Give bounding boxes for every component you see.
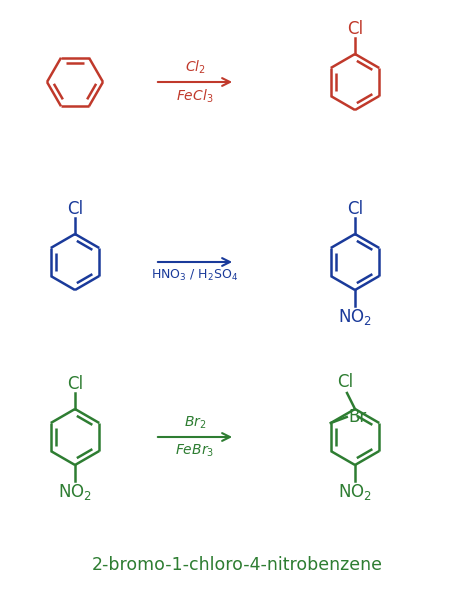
Text: Br: Br <box>349 408 367 426</box>
Text: Cl$_2$: Cl$_2$ <box>184 59 205 76</box>
Text: Cl: Cl <box>347 200 363 218</box>
Text: NO$_2$: NO$_2$ <box>58 482 92 502</box>
Text: NO$_2$: NO$_2$ <box>338 482 372 502</box>
Text: HNO$_3$ / H$_2$SO$_4$: HNO$_3$ / H$_2$SO$_4$ <box>152 268 238 283</box>
Text: Cl: Cl <box>337 373 353 391</box>
Text: Cl: Cl <box>347 20 363 38</box>
Text: Cl: Cl <box>67 200 83 218</box>
Text: 2-bromo-1-chloro-4-nitrobenzene: 2-bromo-1-chloro-4-nitrobenzene <box>91 556 383 574</box>
Text: Cl: Cl <box>67 375 83 393</box>
Text: FeBr$_3$: FeBr$_3$ <box>175 443 215 459</box>
Text: Br$_2$: Br$_2$ <box>184 414 206 431</box>
Text: NO$_2$: NO$_2$ <box>338 307 372 327</box>
Text: FeCl$_3$: FeCl$_3$ <box>176 88 214 105</box>
